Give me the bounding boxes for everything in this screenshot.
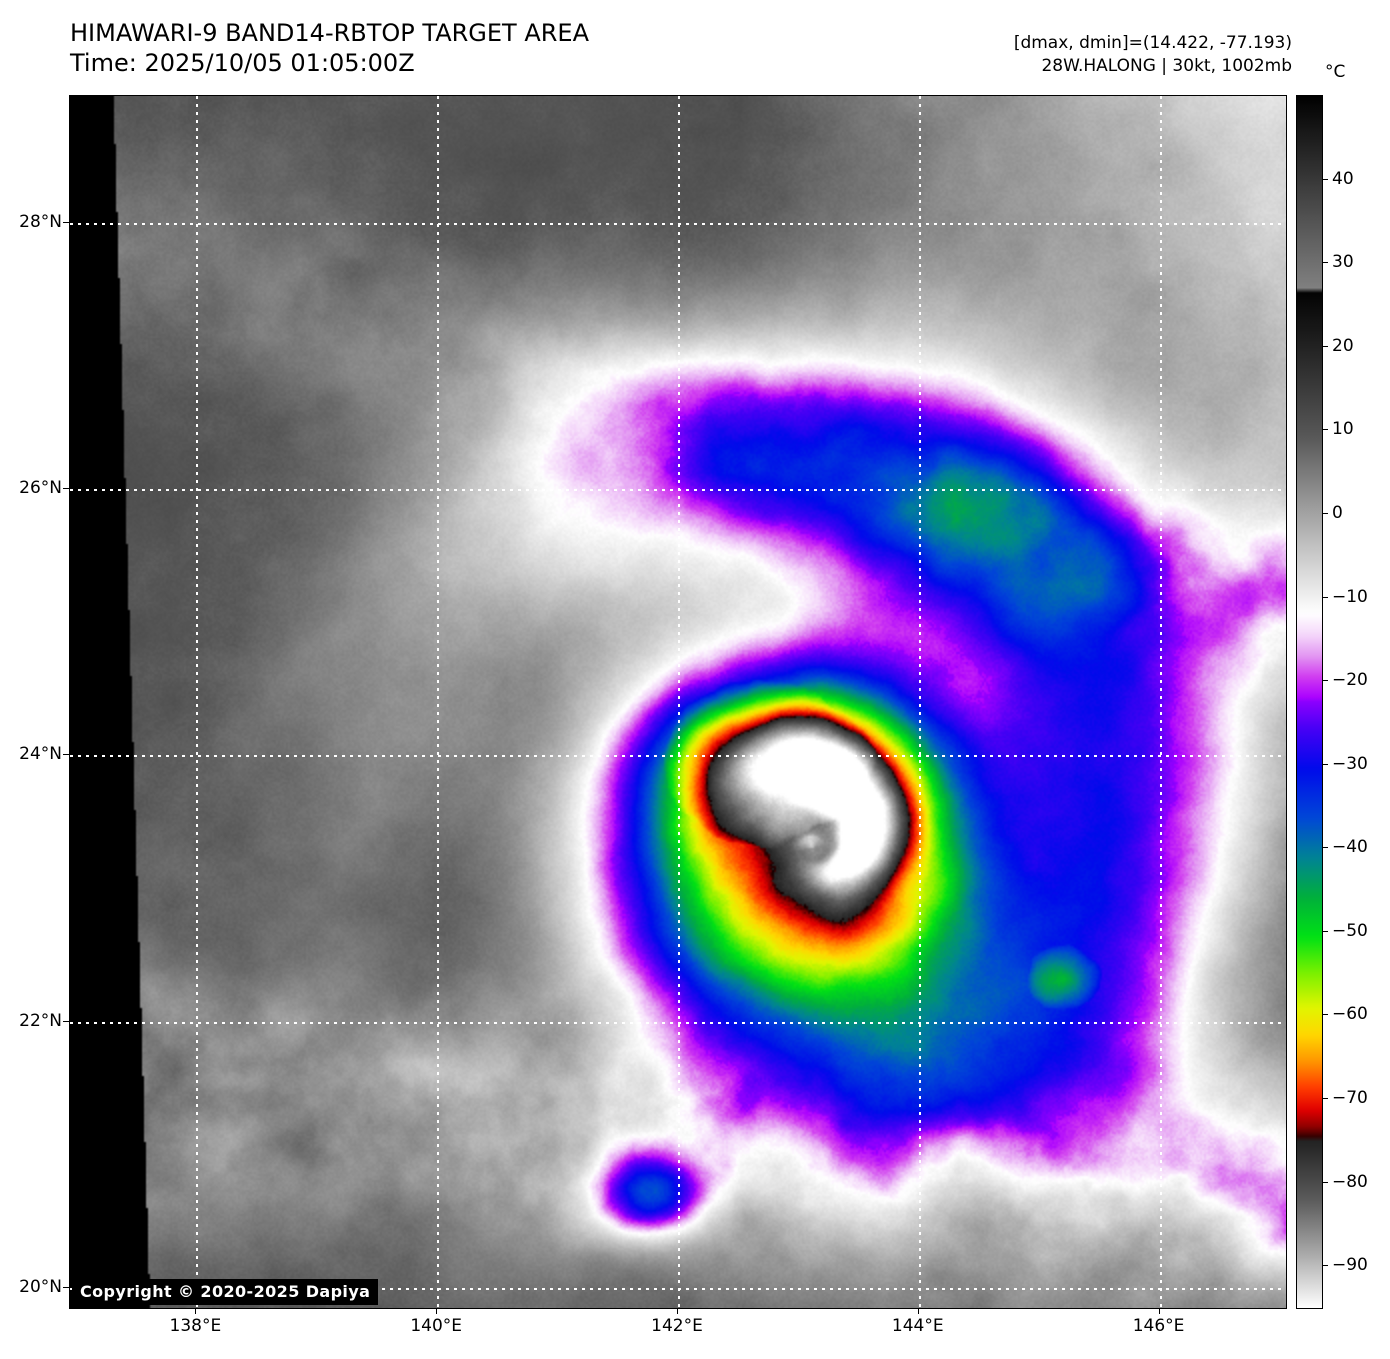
longitude-tick-mark <box>917 1308 919 1314</box>
colorbar-tick-mark <box>1322 1098 1328 1100</box>
dmax-dmin-text: [dmax, dmin]=(14.422, -77.193) <box>1013 33 1292 53</box>
colorbar-gradient <box>1297 96 1322 1308</box>
longitude-tick-label: 146°E <box>1132 1316 1185 1336</box>
page-title: HIMAWARI-9 BAND14-RBTOP TARGET AREA Time… <box>70 18 589 78</box>
colorbar-tick-mark <box>1322 345 1328 347</box>
colorbar-tick-label: −70 <box>1332 1088 1368 1109</box>
storm-info-text: 28W.HALONG | 30kt, 1002mb <box>1041 56 1292 76</box>
latitude-tick-mark <box>63 487 69 489</box>
metadata-block: [dmax, dmin]=(14.422, -77.193) 28W.HALON… <box>1014 32 1292 78</box>
colorbar-tick-mark <box>1322 847 1328 849</box>
colorbar-unit-label: °C <box>1325 62 1346 82</box>
colorbar-tick-mark <box>1322 178 1328 180</box>
longitude-tick-label: 142°E <box>651 1316 703 1336</box>
colorbar-tick-label: −60 <box>1332 1004 1368 1025</box>
latitude-tick-label: 20°N <box>19 1277 62 1298</box>
longitude-tick-mark <box>195 1308 197 1314</box>
satellite-image-panel: Copyright © 2020-2025 Dapiya <box>69 95 1287 1309</box>
latitude-tick-label: 22°N <box>19 1010 62 1031</box>
longitude-tick-mark <box>677 1308 678 1314</box>
longitude-tick-mark <box>1158 1308 1160 1314</box>
colorbar-tick-label: −50 <box>1332 920 1368 941</box>
colorbar-tick-mark <box>1322 512 1328 514</box>
longitude-tick-label: 140°E <box>410 1316 463 1336</box>
latitude-tick-label: 24°N <box>19 744 62 765</box>
satellite-imagery <box>70 96 1286 1308</box>
colorbar-tick-label: 20 <box>1332 335 1354 356</box>
latitude-tick-mark <box>63 754 69 756</box>
colorbar-tick-mark <box>1322 1265 1328 1267</box>
colorbar-tick-label: −90 <box>1332 1255 1368 1276</box>
colorbar-tick-label: 0 <box>1332 502 1343 523</box>
temperature-colorbar <box>1296 95 1323 1309</box>
colorbar-tick-label: −20 <box>1332 670 1368 691</box>
colorbar-tick-mark <box>1322 262 1328 264</box>
colorbar-tick-mark <box>1322 429 1328 431</box>
colorbar-tick-label: 40 <box>1332 168 1354 189</box>
latitude-tick-label: 28°N <box>19 211 62 232</box>
latitude-tick-mark <box>63 1020 69 1022</box>
latitude-tick-mark <box>63 1287 69 1289</box>
longitude-tick-label: 138°E <box>169 1316 222 1336</box>
title-text: HIMAWARI-9 BAND14-RBTOP TARGET AREA <box>70 19 590 47</box>
colorbar-tick-label: 30 <box>1332 252 1354 273</box>
copyright-notice: Copyright © 2020-2025 Dapiya <box>72 1279 379 1305</box>
longitude-tick-mark <box>436 1308 438 1314</box>
colorbar-tick-mark <box>1322 1181 1328 1183</box>
timestamp-text: Time: 2025/10/05 01:05:00Z <box>70 49 415 77</box>
colorbar-tick-label: −80 <box>1332 1171 1368 1192</box>
colorbar-tick-label: −40 <box>1332 837 1368 858</box>
colorbar-tick-mark <box>1322 1014 1328 1016</box>
latitude-tick-mark <box>63 221 69 223</box>
longitude-tick-label: 144°E <box>891 1316 944 1336</box>
colorbar-tick-mark <box>1322 930 1328 932</box>
colorbar-tick-label: −30 <box>1332 753 1368 774</box>
colorbar-tick-mark <box>1322 763 1328 765</box>
colorbar-tick-label: 10 <box>1332 419 1354 440</box>
colorbar-tick-mark <box>1322 596 1328 598</box>
colorbar-tick-mark <box>1322 680 1328 682</box>
latitude-tick-label: 26°N <box>19 477 62 498</box>
colorbar-tick-label: −10 <box>1332 586 1368 607</box>
